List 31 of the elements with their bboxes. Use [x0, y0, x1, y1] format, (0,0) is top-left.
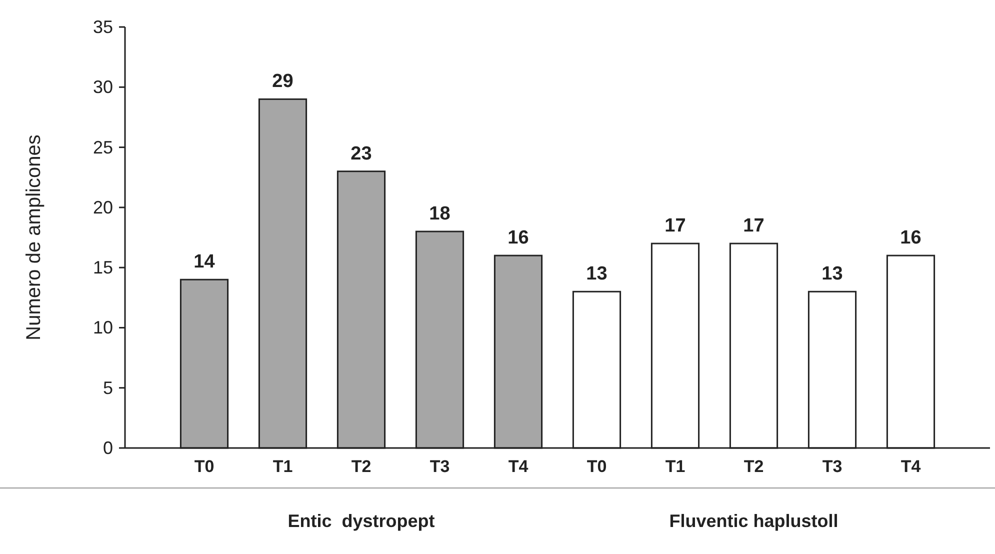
y-tick-label: 10 [92, 318, 113, 338]
x-tick-label: T0 [586, 457, 607, 476]
x-tick-label: T4 [508, 457, 529, 476]
text: Fluventic haplustoll [669, 511, 838, 531]
data-label: 23 [350, 143, 372, 164]
data-label: 17 [743, 216, 764, 237]
data-label: 13 [822, 264, 843, 285]
x-tick-label: T4 [900, 457, 922, 476]
x-tick-label: T2 [744, 457, 764, 476]
data-label: 14 [194, 252, 216, 273]
y-tick-label: 20 [92, 197, 113, 218]
y-tick-label: 5 [102, 378, 113, 398]
x-tick-label: T3 [822, 457, 842, 476]
y-tick-label: 0 [102, 438, 113, 458]
x-tick-label: T1 [665, 457, 686, 476]
data-label: 13 [586, 264, 608, 285]
data-label: 18 [429, 203, 450, 224]
data-label: 29 [272, 71, 294, 92]
y-tick-label: 30 [92, 77, 113, 98]
x-tick-label: T1 [272, 457, 293, 476]
y-axis-title: Numero de amplicones [23, 134, 45, 340]
x-tick-label: T3 [430, 457, 450, 476]
y-tick-label: 25 [92, 137, 113, 158]
text: Entic dystropept [288, 511, 435, 531]
y-tick-label: 35 [92, 17, 113, 37]
y-tick-label: 15 [92, 258, 113, 278]
data-label: 17 [664, 216, 686, 237]
x-tick-label: T2 [351, 457, 372, 476]
data-label: 16 [900, 228, 922, 249]
x-tick-label: T0 [194, 457, 214, 476]
data-label: 16 [508, 228, 529, 249]
